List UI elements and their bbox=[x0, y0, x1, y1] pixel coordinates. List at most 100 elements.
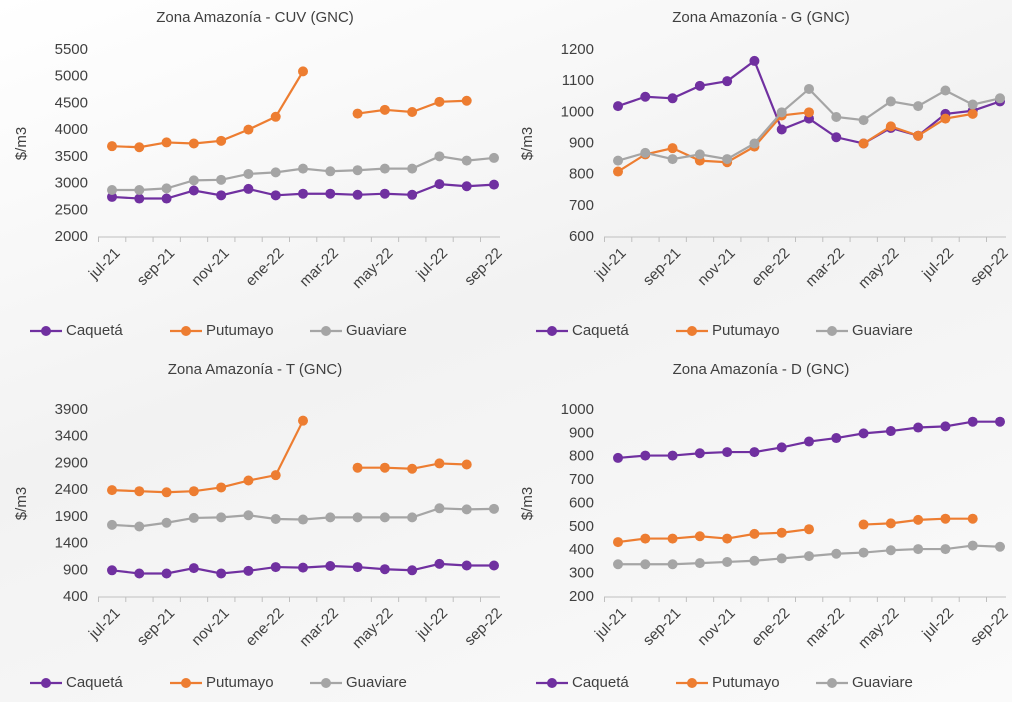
y-tick-label: 600 bbox=[569, 228, 594, 245]
x-tick-label: sep-22 bbox=[461, 245, 505, 289]
data-point bbox=[161, 183, 172, 194]
y-tick-label: 800 bbox=[569, 448, 594, 465]
y-tick-label: 3000 bbox=[55, 175, 88, 192]
y-tick-label: 200 bbox=[569, 588, 594, 605]
legend-label: Caquetá bbox=[66, 322, 123, 339]
y-tick-label: 700 bbox=[569, 471, 594, 488]
data-point bbox=[270, 111, 281, 122]
chart-panel: Zona Amazonía - G (GNC) $/m3 600 700 800 900 1… bbox=[519, 9, 1012, 339]
data-point bbox=[216, 568, 227, 579]
data-point bbox=[913, 514, 924, 525]
x-tick-label: sep-21 bbox=[640, 245, 684, 289]
data-point bbox=[613, 101, 623, 112]
y-tick-label: 500 bbox=[569, 518, 594, 535]
x-tick-label: may-22 bbox=[349, 605, 396, 652]
data-point bbox=[776, 107, 787, 118]
y-tick-label: 300 bbox=[569, 565, 594, 582]
data-point bbox=[461, 155, 472, 166]
data-point bbox=[967, 108, 978, 119]
y-axis-label: $/m3 bbox=[13, 127, 30, 160]
data-point bbox=[967, 540, 978, 551]
data-point bbox=[613, 155, 623, 166]
data-point bbox=[776, 442, 787, 453]
data-point bbox=[325, 188, 336, 199]
data-point bbox=[243, 168, 254, 179]
x-tick-label: jul-22 bbox=[412, 605, 451, 644]
data-point bbox=[107, 184, 117, 195]
data-point bbox=[298, 163, 308, 174]
data-point bbox=[858, 428, 869, 439]
data-point bbox=[379, 163, 390, 174]
y-tick-label: 700 bbox=[569, 197, 594, 214]
data-point bbox=[885, 426, 896, 437]
data-point bbox=[667, 93, 678, 104]
legend-marker bbox=[181, 326, 191, 336]
data-point bbox=[134, 142, 145, 153]
data-point bbox=[831, 548, 842, 559]
data-point bbox=[461, 560, 472, 571]
legend-label: Putumayo bbox=[712, 674, 780, 691]
legend-label: Putumayo bbox=[712, 322, 780, 339]
data-point bbox=[885, 121, 896, 132]
legend-label: Guaviare bbox=[852, 322, 913, 339]
y-tick-label: 900 bbox=[569, 424, 594, 441]
y-tick-label: 1200 bbox=[561, 41, 594, 58]
y-axis-label: $/m3 bbox=[13, 487, 30, 520]
data-point bbox=[298, 514, 308, 525]
x-tick-label: sep-21 bbox=[134, 245, 178, 289]
chart-panel: Zona Amazonía - T (GNC) $/m3 400 900 1400 190… bbox=[13, 361, 506, 691]
data-point bbox=[940, 513, 951, 524]
data-point bbox=[461, 459, 472, 470]
data-point bbox=[379, 188, 390, 199]
legend-marker bbox=[41, 678, 51, 688]
data-point bbox=[107, 485, 117, 496]
data-point bbox=[379, 462, 390, 473]
data-point bbox=[216, 512, 227, 523]
legend-marker bbox=[687, 678, 697, 688]
data-point bbox=[352, 165, 363, 176]
data-point bbox=[188, 512, 199, 523]
x-tick-label: nov-21 bbox=[694, 605, 738, 649]
y-tick-label: 4500 bbox=[55, 94, 88, 111]
y-tick-label: 3500 bbox=[55, 148, 88, 165]
data-point bbox=[776, 527, 787, 538]
data-point bbox=[134, 486, 145, 497]
x-tick-label: jul-21 bbox=[591, 245, 630, 284]
data-point bbox=[640, 91, 651, 102]
data-point bbox=[749, 555, 760, 566]
data-point bbox=[352, 562, 363, 573]
data-point bbox=[749, 138, 760, 149]
data-point bbox=[858, 547, 869, 558]
legend-marker bbox=[547, 678, 557, 688]
legend-label: Guaviare bbox=[852, 674, 913, 691]
data-point bbox=[640, 450, 651, 461]
data-point bbox=[107, 191, 117, 202]
data-point bbox=[188, 175, 199, 186]
legend-label: Caquetá bbox=[572, 674, 629, 691]
y-tick-label: 1400 bbox=[55, 535, 88, 552]
data-point bbox=[913, 544, 924, 555]
legend-marker bbox=[827, 326, 837, 336]
y-axis-label: $/m3 bbox=[519, 127, 536, 160]
y-tick-label: 2900 bbox=[55, 454, 88, 471]
chart-panel: Zona Amazonía - D (GNC) $/m3 200 300 400 500 6… bbox=[519, 361, 1012, 691]
y-tick-label: 3900 bbox=[55, 401, 88, 418]
data-point bbox=[352, 462, 363, 473]
legend-label: Putumayo bbox=[206, 674, 274, 691]
data-point bbox=[722, 556, 733, 567]
data-point bbox=[434, 558, 445, 569]
data-point bbox=[107, 565, 117, 576]
data-point bbox=[967, 513, 978, 524]
data-point bbox=[352, 189, 363, 200]
data-point bbox=[804, 436, 814, 447]
data-point bbox=[489, 179, 499, 190]
y-tick-label: 400 bbox=[63, 588, 88, 605]
data-point bbox=[161, 517, 172, 528]
data-point bbox=[407, 463, 418, 474]
data-point bbox=[243, 565, 254, 576]
data-point bbox=[831, 112, 842, 123]
data-point bbox=[134, 568, 145, 579]
data-point bbox=[298, 188, 308, 199]
data-point bbox=[967, 99, 978, 110]
